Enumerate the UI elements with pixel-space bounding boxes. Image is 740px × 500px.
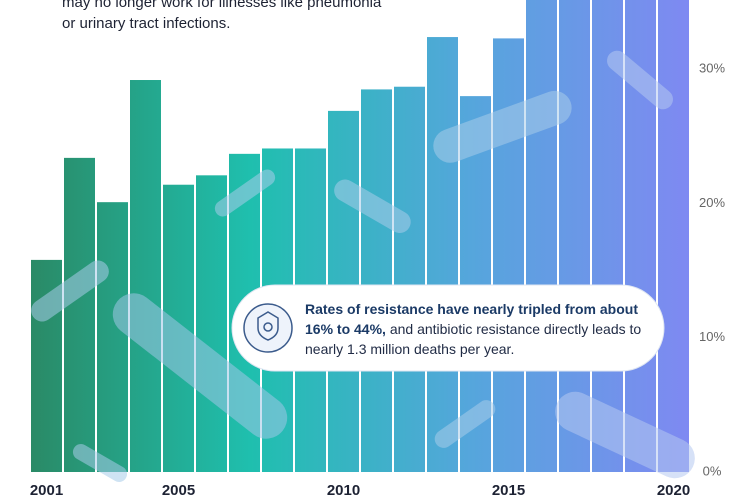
callout <box>231 284 665 372</box>
bar <box>427 37 458 473</box>
y-tick-label: 0% <box>703 463 722 478</box>
x-tick-label: 2010 <box>327 482 360 499</box>
bar <box>592 0 623 473</box>
y-tick-label: 30% <box>699 61 725 76</box>
bar <box>526 0 557 473</box>
y-tick-label: 20% <box>699 195 725 210</box>
intro-text: may no longer work for illnesses like pn… <box>62 0 381 34</box>
callout-text: Rates of resistance have nearly tripled … <box>305 299 655 359</box>
bar <box>64 157 95 472</box>
x-tick-label: 2001 <box>30 482 63 499</box>
bar <box>361 89 392 472</box>
y-tick-label: 10% <box>699 329 725 344</box>
callout-bold: Rates of resistance have nearly tripled … <box>305 301 638 337</box>
x-tick-label: 2005 <box>162 482 195 499</box>
bar <box>658 0 689 473</box>
callout-body: and antibiotic resistance directly leads… <box>305 321 642 357</box>
bar <box>97 202 128 472</box>
intro-line: or urinary tract infections. <box>62 15 231 32</box>
x-tick-label: 2015 <box>492 482 525 499</box>
bar <box>196 175 227 472</box>
intro-line: may no longer work for illnesses like pn… <box>62 0 382 11</box>
bar <box>130 80 161 473</box>
x-tick-label: 2020 <box>657 482 690 499</box>
bar <box>394 86 425 472</box>
bacteria-decoration <box>31 50 695 482</box>
